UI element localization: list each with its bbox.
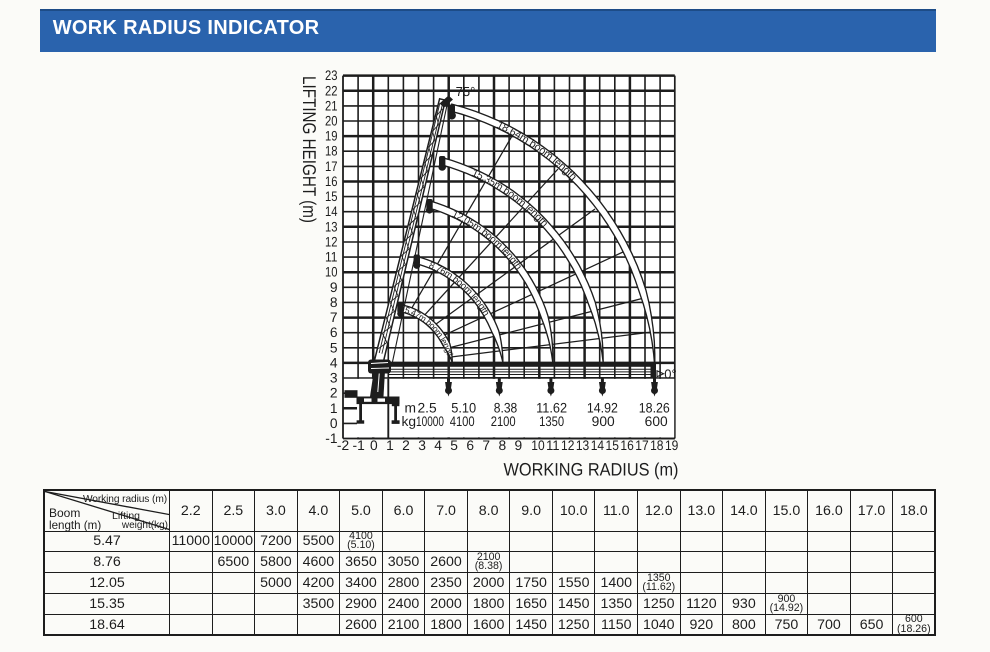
svg-text:2: 2 bbox=[402, 438, 410, 453]
svg-text:1: 1 bbox=[330, 401, 338, 416]
svg-text:0°: 0° bbox=[664, 367, 676, 382]
svg-text:600: 600 bbox=[645, 414, 668, 429]
svg-text:8: 8 bbox=[498, 438, 506, 453]
svg-text:7: 7 bbox=[482, 438, 490, 453]
svg-text:10: 10 bbox=[531, 438, 545, 453]
svg-text:18.26: 18.26 bbox=[639, 401, 670, 416]
svg-text:900: 900 bbox=[592, 414, 615, 429]
svg-text:0: 0 bbox=[370, 438, 378, 453]
svg-text:1350: 1350 bbox=[539, 414, 564, 429]
svg-text:7: 7 bbox=[330, 310, 338, 325]
svg-text:WORKING RADIUS (m): WORKING RADIUS (m) bbox=[504, 459, 679, 479]
svg-text:11: 11 bbox=[546, 438, 559, 453]
svg-text:LIFTING HEIGHT (m): LIFTING HEIGHT (m) bbox=[299, 76, 320, 223]
svg-text:9: 9 bbox=[330, 280, 338, 295]
svg-text:8: 8 bbox=[330, 295, 338, 310]
svg-text:23: 23 bbox=[325, 68, 338, 83]
svg-text:14: 14 bbox=[325, 204, 338, 219]
svg-text:5.10: 5.10 bbox=[451, 401, 476, 416]
svg-text:19: 19 bbox=[665, 438, 679, 453]
svg-text:10: 10 bbox=[325, 265, 338, 280]
svg-text:20: 20 bbox=[325, 114, 338, 129]
svg-text:11: 11 bbox=[325, 250, 338, 265]
svg-text:9: 9 bbox=[515, 438, 523, 453]
svg-text:17: 17 bbox=[325, 159, 338, 174]
svg-text:-2: -2 bbox=[337, 438, 349, 453]
svg-text:5: 5 bbox=[330, 340, 338, 355]
svg-text:-1: -1 bbox=[353, 438, 365, 453]
svg-text:75°: 75° bbox=[456, 84, 476, 99]
svg-text:12: 12 bbox=[325, 235, 338, 250]
svg-text:6: 6 bbox=[330, 325, 338, 340]
svg-text:18: 18 bbox=[650, 438, 664, 453]
svg-text:5: 5 bbox=[450, 438, 458, 453]
svg-text:17: 17 bbox=[635, 438, 648, 453]
svg-text:3: 3 bbox=[418, 438, 426, 453]
svg-text:12: 12 bbox=[561, 438, 574, 453]
svg-text:13: 13 bbox=[325, 219, 338, 234]
svg-text:19: 19 bbox=[325, 129, 338, 144]
svg-text:14.92: 14.92 bbox=[587, 401, 618, 416]
svg-text:21: 21 bbox=[325, 98, 338, 113]
svg-text:0: 0 bbox=[330, 416, 338, 431]
svg-text:10000: 10000 bbox=[416, 414, 444, 429]
svg-text:4: 4 bbox=[434, 438, 442, 453]
svg-text:8.38: 8.38 bbox=[494, 401, 518, 416]
svg-text:kg: kg bbox=[402, 414, 417, 429]
svg-text:15: 15 bbox=[325, 189, 338, 204]
svg-text:15: 15 bbox=[606, 438, 620, 453]
svg-text:11.62: 11.62 bbox=[536, 401, 567, 416]
svg-text:2.5: 2.5 bbox=[418, 401, 438, 416]
svg-text:m: m bbox=[404, 401, 416, 416]
svg-text:4100: 4100 bbox=[450, 414, 475, 429]
svg-text:6: 6 bbox=[466, 438, 474, 453]
svg-text:2100: 2100 bbox=[491, 414, 516, 429]
svg-text:14: 14 bbox=[591, 438, 605, 453]
svg-text:16: 16 bbox=[325, 174, 338, 189]
svg-text:2: 2 bbox=[330, 386, 338, 401]
svg-text:3: 3 bbox=[330, 371, 338, 386]
svg-text:-1: -1 bbox=[325, 431, 337, 446]
svg-text:18: 18 bbox=[325, 144, 338, 159]
svg-text:22: 22 bbox=[325, 83, 338, 98]
svg-text:4: 4 bbox=[330, 355, 338, 370]
svg-text:1: 1 bbox=[386, 438, 394, 453]
svg-text:13: 13 bbox=[576, 438, 590, 453]
svg-text:16: 16 bbox=[620, 438, 634, 453]
